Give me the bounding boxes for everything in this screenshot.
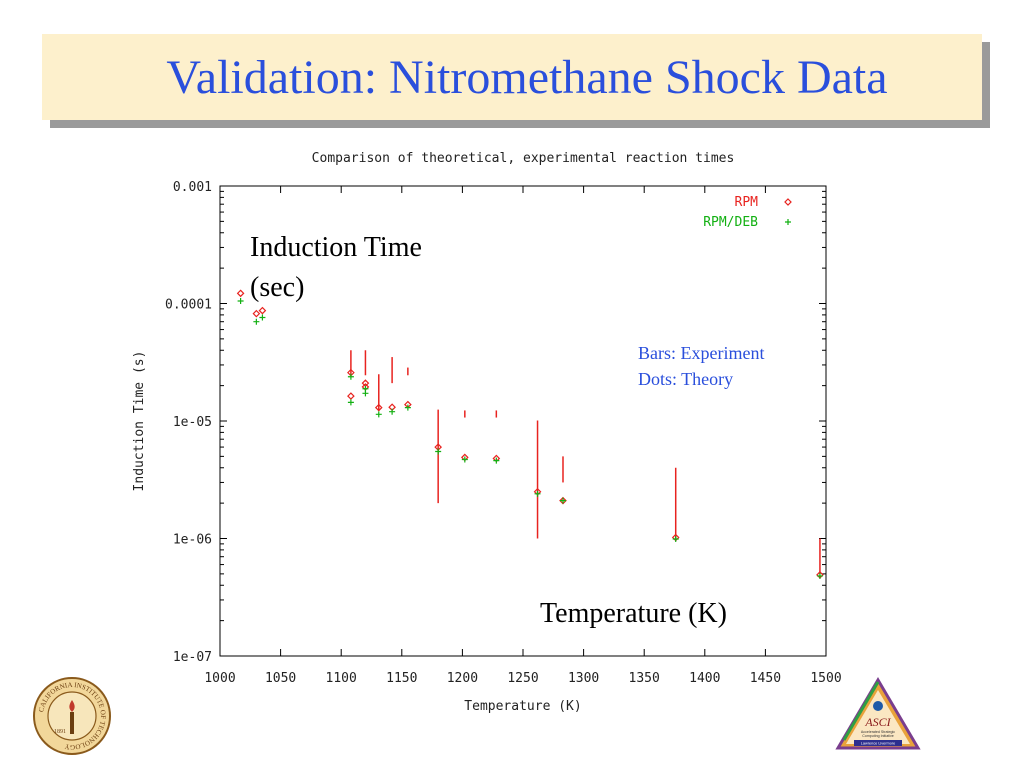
rpm-deb-point — [362, 390, 369, 397]
rpm-deb-point — [461, 456, 468, 463]
note-dots: Dots: Theory — [638, 369, 734, 389]
legend-label-rpm-deb: RPM/DEB — [703, 215, 758, 230]
rpm-deb-point — [347, 399, 354, 406]
experiment-bars — [350, 350, 821, 574]
rpm-deb-point — [672, 536, 679, 543]
asci-line3: Lawrence Livermore — [861, 742, 895, 746]
rpm-deb-point — [816, 572, 823, 579]
y-axis: 1e-07 1e-06 1e-05 0.0001 0.001 — [165, 180, 826, 665]
rpm-deb-point — [375, 411, 382, 418]
x-axis-label: Temperature (K) — [464, 699, 581, 714]
rpm-point — [374, 403, 383, 412]
rpm-deb-point — [347, 373, 354, 380]
rpm-deb-point — [493, 457, 500, 464]
y-tick-label: 1e-05 — [173, 415, 212, 430]
chart-title: Comparison of theoretical, experimental … — [312, 151, 735, 166]
x-tick-label: 1500 — [810, 671, 841, 686]
x-tick-label: 1450 — [750, 671, 781, 686]
rpm-deb-point — [237, 298, 244, 305]
legend-label-rpm: RPM — [735, 195, 759, 210]
torch-flame-icon — [69, 700, 75, 712]
slide-title: Validation: Nitromethane Shock Data — [166, 50, 888, 104]
title-banner: Validation: Nitromethane Shock Data — [42, 34, 982, 120]
x-tick-label: 1350 — [629, 671, 660, 686]
caltech-seal-logo: CALIFORNIA INSTITUTE OF TECHNOLOGY 1891 — [33, 677, 111, 755]
x-tick-label: 1050 — [265, 671, 296, 686]
rpm-point — [258, 306, 267, 315]
rpm-deb-point — [404, 404, 411, 411]
rpm-deb-point — [559, 497, 566, 504]
x-tick-label: 1250 — [507, 671, 538, 686]
asci-line1: Accelerated Strategic — [861, 730, 895, 734]
rpm-deb-point — [534, 490, 541, 497]
legend-markers — [784, 198, 792, 225]
seal-year: 1891 — [54, 729, 66, 735]
x-tick-label: 1200 — [447, 671, 478, 686]
legend-marker-rpm — [784, 198, 792, 206]
globe-icon — [873, 701, 883, 711]
legend-note: Bars: Experiment Dots: Theory — [638, 340, 764, 392]
legend: RPM RPM/DEB — [703, 195, 792, 230]
rpm-point — [252, 309, 261, 318]
legend-marker-rpm-deb — [785, 219, 791, 225]
asci-name: ASCI — [864, 715, 891, 729]
y-annotation-line2: (sec) — [250, 272, 305, 303]
x-tick-label: 1000 — [204, 671, 235, 686]
x-tick-label: 1400 — [689, 671, 720, 686]
y-tick-label: 0.0001 — [165, 298, 212, 313]
asci-line2: Computing Initiative — [862, 734, 894, 738]
y-annotation-line1: Induction Time — [250, 232, 422, 263]
rpm-point — [347, 392, 355, 400]
rpm-deb-point — [259, 314, 266, 321]
asci-logo: ASCI Accelerated Strategic Computing Ini… — [835, 677, 921, 750]
note-bars: Bars: Experiment — [638, 343, 765, 363]
y-annotation: Induction Time (sec) — [250, 228, 422, 308]
torch-icon — [70, 712, 74, 734]
rpm-deb-point — [389, 408, 396, 415]
rpm-deb-point — [435, 448, 442, 455]
x-tick-label: 1300 — [568, 671, 599, 686]
rpm-point — [236, 289, 245, 298]
x-annotation: Temperature (K) — [540, 598, 727, 629]
rpm-deb-point — [253, 318, 260, 325]
x-tick-label: 1100 — [326, 671, 357, 686]
y-axis-label: Induction Time (s) — [132, 351, 147, 492]
y-tick-label: 0.001 — [173, 180, 212, 195]
x-tick-label: 1150 — [386, 671, 417, 686]
y-tick-label: 1e-06 — [173, 533, 212, 548]
x-axis: 1000 1050 1100 1150 1200 1250 1300 1350 1400 1450… — [204, 186, 842, 686]
theory-points — [236, 289, 824, 579]
y-tick-label: 1e-07 — [173, 650, 212, 665]
